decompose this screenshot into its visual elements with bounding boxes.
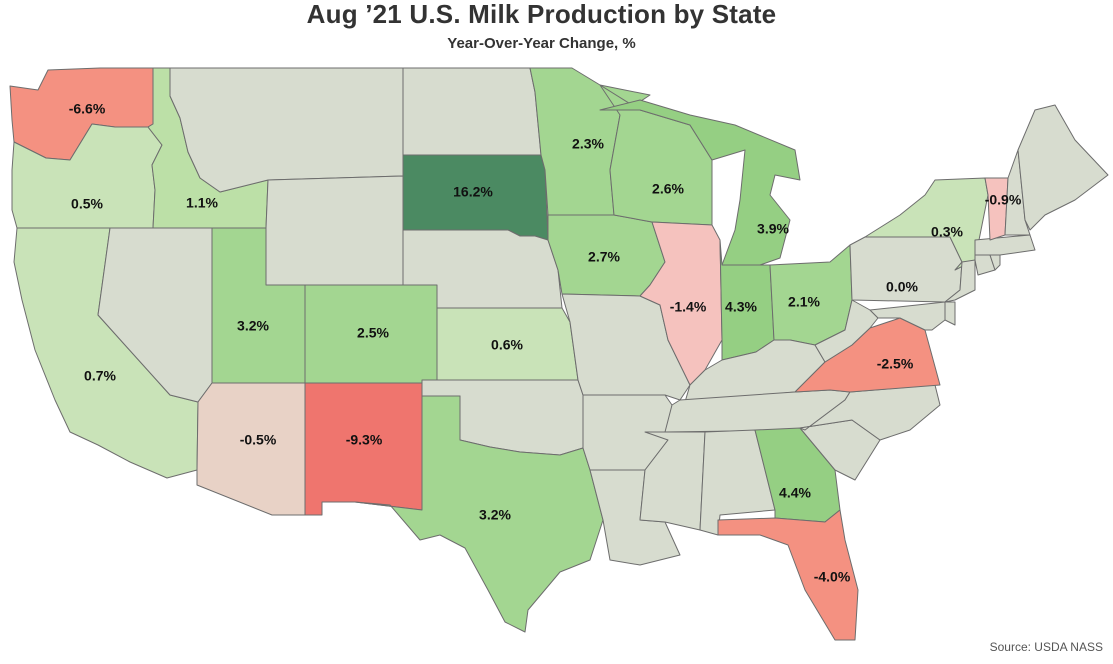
value-label-mi: 3.9% bbox=[757, 221, 789, 237]
state-az[interactable] bbox=[196, 382, 306, 516]
value-label-ny: 0.3% bbox=[931, 224, 963, 240]
value-label-wa: -6.6% bbox=[69, 101, 106, 117]
value-label-or: 0.5% bbox=[71, 196, 103, 212]
value-label-in: 4.3% bbox=[725, 299, 757, 315]
value-label-il: -1.4% bbox=[670, 299, 707, 315]
state-ma[interactable] bbox=[974, 234, 1036, 256]
value-label-wi: 2.6% bbox=[652, 181, 684, 197]
value-label-ks: 0.6% bbox=[491, 337, 523, 353]
value-label-co: 2.5% bbox=[357, 325, 389, 341]
state-nc[interactable] bbox=[799, 384, 941, 441]
state-mt[interactable] bbox=[169, 67, 404, 193]
state-il[interactable] bbox=[639, 221, 723, 386]
value-label-tx: 3.2% bbox=[479, 507, 511, 523]
state-tx[interactable] bbox=[354, 395, 604, 633]
value-label-oh: 2.1% bbox=[788, 294, 820, 310]
value-label-ca: 0.7% bbox=[84, 368, 116, 384]
value-label-va: -2.5% bbox=[877, 356, 914, 372]
state-me[interactable] bbox=[1017, 104, 1109, 231]
source-note: Source: USDA NASS bbox=[989, 640, 1103, 654]
value-label-az: -0.5% bbox=[240, 432, 277, 448]
state-nm[interactable] bbox=[304, 382, 423, 516]
state-fl[interactable] bbox=[717, 509, 859, 641]
value-label-ia: 2.7% bbox=[588, 249, 620, 265]
value-label-ut: 3.2% bbox=[237, 318, 269, 334]
value-label-vt: -0.9% bbox=[985, 192, 1022, 208]
map-subtitle: Year-Over-Year Change, % bbox=[447, 35, 636, 52]
state-de[interactable] bbox=[944, 301, 956, 326]
value-label-fl: -4.0% bbox=[814, 569, 851, 585]
state-nh[interactable] bbox=[1004, 149, 1031, 236]
state-nd[interactable] bbox=[402, 67, 542, 156]
value-label-ga: 4.4% bbox=[779, 485, 811, 501]
value-label-nm: -9.3% bbox=[346, 432, 383, 448]
state-mi[interactable] bbox=[599, 99, 801, 266]
state-wy[interactable] bbox=[265, 175, 404, 286]
value-label-id: 1.1% bbox=[186, 195, 218, 211]
value-label-pa: 0.0% bbox=[886, 279, 918, 295]
state-vt[interactable] bbox=[984, 177, 1009, 241]
value-label-sd: 16.2% bbox=[453, 184, 493, 200]
map-title: Aug ’21 U.S. Milk Production by State bbox=[306, 0, 777, 29]
value-label-mn: 2.3% bbox=[572, 136, 604, 152]
